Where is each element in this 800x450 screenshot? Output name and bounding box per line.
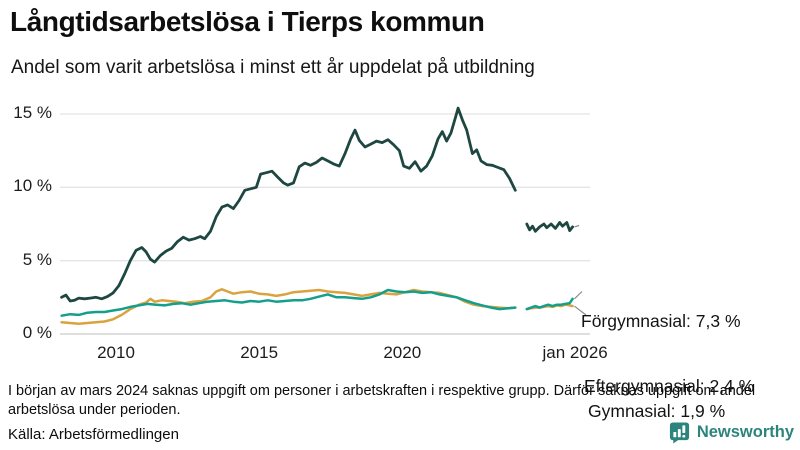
x-axis-tick-label: 2020	[383, 343, 422, 362]
x-axis-tick-label: jan 2026	[542, 343, 608, 362]
x-axis-tick-label: 2015	[240, 343, 279, 362]
x-axis-tick-label: 2010	[97, 343, 135, 362]
page-subtitle: Andel som varit arbetslösa i minst ett å…	[11, 57, 535, 78]
page-title: Långtidsarbetslösa i Tierps kommun	[10, 6, 485, 37]
series-line-eftergymnasial	[525, 297, 574, 311]
newsworthy-logo[interactable]: Newsworthy	[668, 421, 794, 444]
source-label: Källa: Arbetsförmedlingen	[8, 426, 179, 443]
y-axis-tick-label: 0 %	[22, 323, 52, 342]
series-line-förgymnasial	[60, 106, 517, 303]
newsworthy-icon	[668, 421, 691, 444]
chart-canvas	[60, 106, 590, 335]
series-line-eftergymnasial	[60, 288, 517, 317]
line-chart: Förgymnasial: 7,3 % Eftergymnasial: 2,4 …	[0, 95, 800, 421]
series-label-forgymnasial: Förgymnasial: 7,3 %	[581, 311, 741, 331]
chart-line	[574, 291, 583, 300]
chart-line	[574, 224, 580, 228]
series-line-förgymnasial	[525, 221, 574, 233]
y-axis-tick-label: 5 %	[22, 249, 52, 269]
y-axis-tick-label: 10 %	[13, 176, 52, 196]
series-label-eftergymnasial: Eftergymnasial: 2,4 %	[584, 376, 755, 396]
newsworthy-wordmark: Newsworthy	[696, 423, 794, 441]
series-label-gymnasial: Gymnasial: 1,9 %	[588, 401, 726, 421]
chart-line	[574, 305, 587, 316]
y-axis-tick-label: 15 %	[13, 102, 52, 122]
footnote: I början av mars 2024 saknas uppgift om …	[8, 383, 756, 419]
